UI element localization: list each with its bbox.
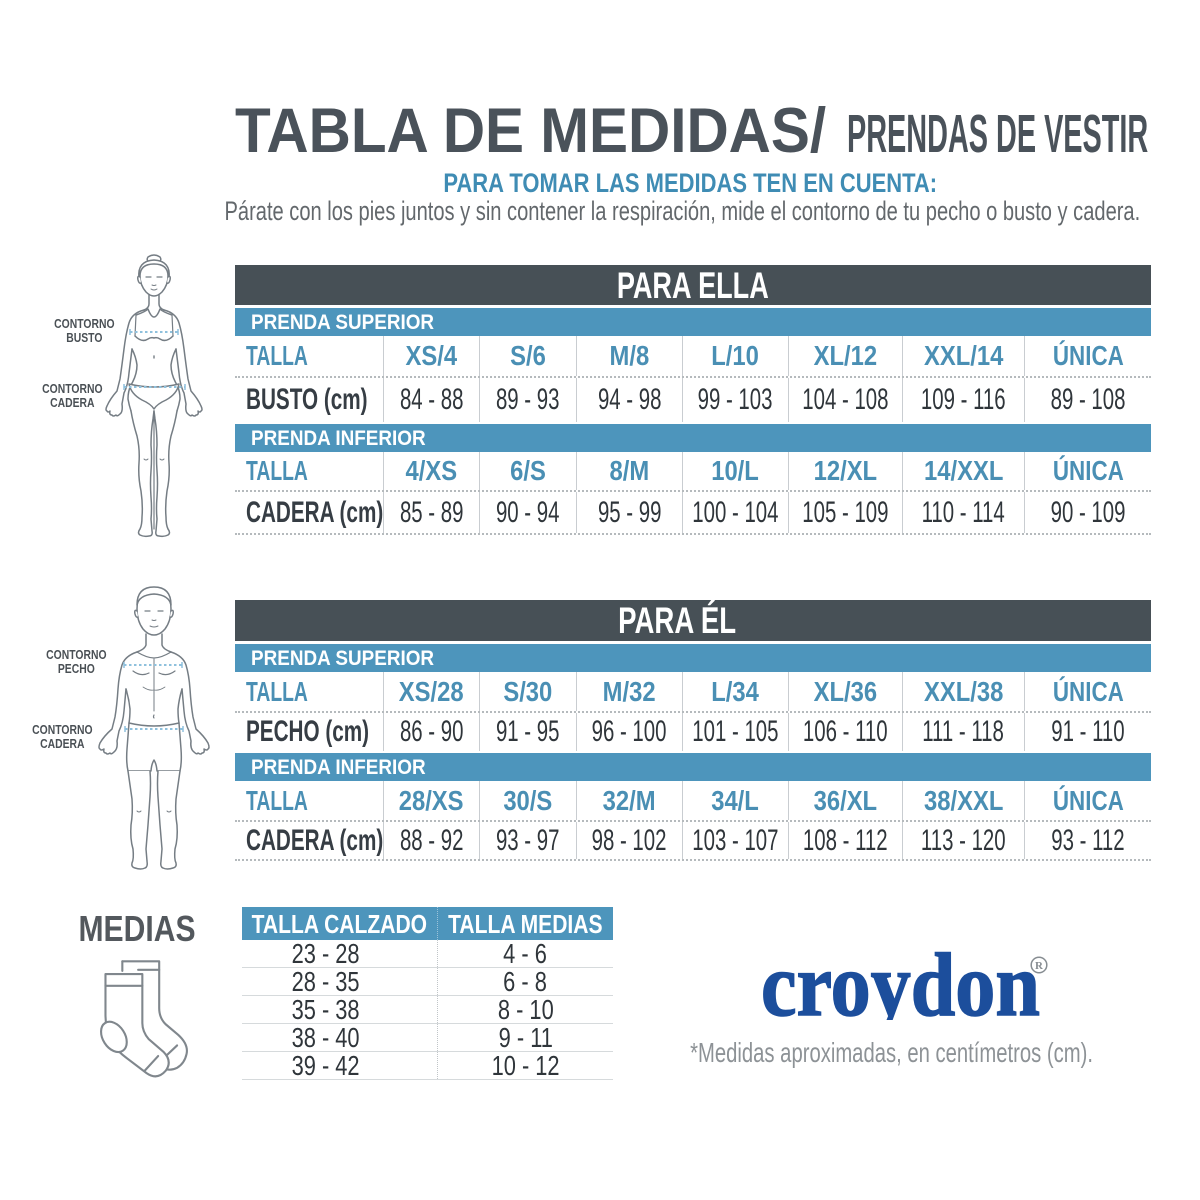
svg-text:R: R — [1035, 960, 1044, 972]
